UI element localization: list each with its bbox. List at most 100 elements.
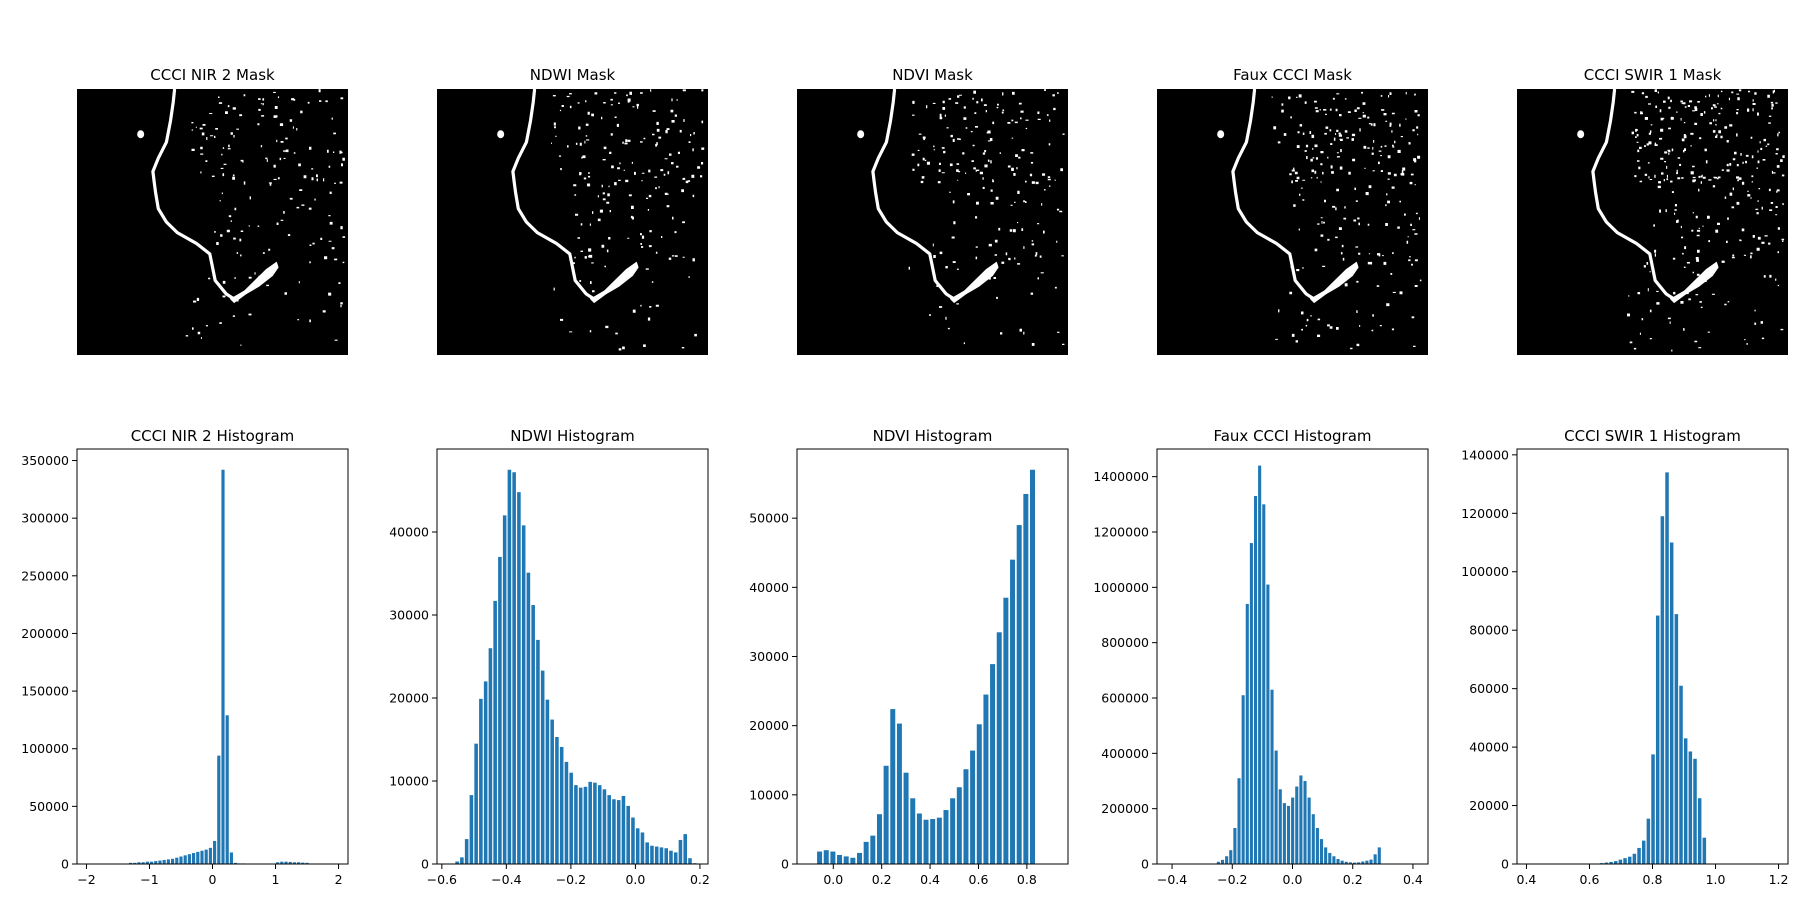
x-tick-label: −0.4 bbox=[491, 872, 521, 887]
histogram-bar bbox=[1683, 738, 1688, 864]
y-tick-label: 0 bbox=[1141, 857, 1149, 872]
histogram-bar bbox=[870, 835, 876, 864]
y-tick-label: 200000 bbox=[1101, 801, 1149, 816]
x-tick-label: 1.2 bbox=[1769, 872, 1789, 887]
x-tick-label: −1 bbox=[140, 872, 158, 887]
histogram-bar bbox=[150, 861, 154, 864]
lake-shape bbox=[1669, 261, 1719, 304]
histogram-bar bbox=[488, 648, 493, 864]
histogram-bar bbox=[1377, 847, 1381, 864]
histogram-bar bbox=[141, 862, 145, 864]
histogram-bar bbox=[158, 860, 162, 864]
histogram-bar bbox=[517, 492, 521, 864]
y-tick-label: 140000 bbox=[1461, 447, 1509, 462]
histogram-bar bbox=[1637, 847, 1641, 864]
histogram-bar bbox=[521, 525, 526, 864]
histogram-bar bbox=[204, 849, 208, 864]
x-tick-label: −0.6 bbox=[427, 872, 457, 887]
x-tick-label: 2 bbox=[335, 872, 343, 887]
y-tick-label: 150000 bbox=[21, 684, 69, 699]
histogram-bar bbox=[883, 765, 889, 864]
histogram-bar bbox=[1340, 860, 1344, 864]
histogram-bar bbox=[1311, 814, 1315, 864]
histogram-bar bbox=[154, 861, 158, 864]
histogram-bar bbox=[1669, 542, 1674, 864]
histogram-bar bbox=[550, 719, 554, 864]
histogram-bar bbox=[890, 709, 896, 864]
histogram-bar bbox=[1348, 862, 1352, 864]
histogram-bar bbox=[1660, 516, 1665, 864]
histogram-bar bbox=[1274, 750, 1278, 864]
histogram-panel-1: CCCI NIR 2 Histogram −2 −1 0 1 2 0 50000 100000… bbox=[21, 427, 349, 887]
histogram-bar bbox=[234, 862, 238, 864]
histogram-bar bbox=[963, 769, 969, 864]
histogram-bar bbox=[145, 861, 149, 864]
island-blob bbox=[1577, 130, 1585, 139]
histogram-bar bbox=[555, 737, 559, 864]
x-tick-label: −0.2 bbox=[1217, 872, 1247, 887]
mask-panel-1: CCCI NIR 2 Mask bbox=[77, 66, 348, 355]
histogram-title: Faux CCCI Histogram bbox=[1213, 427, 1371, 445]
island-blob bbox=[857, 130, 865, 139]
histogram-bar bbox=[137, 862, 141, 864]
histogram-bar bbox=[1651, 754, 1655, 864]
histogram-bar bbox=[1352, 862, 1357, 864]
y-tick-label: 40000 bbox=[1469, 740, 1509, 755]
y-tick-label: 20000 bbox=[389, 691, 429, 706]
histogram-bar bbox=[183, 855, 187, 864]
histogram-bar bbox=[688, 858, 692, 864]
histogram-bar bbox=[1319, 839, 1324, 864]
histogram-row: CCCI NIR 2 Histogram −2 −1 0 1 2050000100000… bbox=[21, 427, 1789, 887]
plot-frame bbox=[76, 448, 349, 865]
histogram-bar bbox=[305, 862, 309, 864]
histogram-bar bbox=[1315, 828, 1319, 864]
x-tick-label: 0.6 bbox=[969, 872, 989, 887]
histogram-panel-4: Faux CCCI Histogram −0.4 −0.2 0.0 0.2 0.4 0 20… bbox=[1093, 427, 1429, 887]
histogram-bar bbox=[976, 724, 982, 864]
histogram-panel-3: NDVI Histogram 0.0 0.2 0.4 0.6 0.8 0 10000 2000… bbox=[749, 427, 1069, 887]
histogram-bar bbox=[597, 785, 602, 864]
histogram-bar bbox=[645, 842, 649, 864]
histogram-bar bbox=[1286, 805, 1291, 864]
histogram-bar bbox=[1253, 496, 1258, 864]
mask-panel-5: CCCI SWIR 1 Mask bbox=[1517, 66, 1788, 355]
histogram-bar bbox=[1332, 856, 1336, 864]
mask-image bbox=[1157, 89, 1428, 355]
y-tick-label: 50000 bbox=[29, 799, 69, 814]
histogram-bar bbox=[1262, 504, 1266, 864]
histogram-bar bbox=[1655, 615, 1660, 864]
histogram-bar bbox=[1373, 854, 1377, 864]
histogram-bar bbox=[288, 861, 292, 864]
histogram-bar bbox=[876, 814, 882, 864]
histogram-bar bbox=[1665, 472, 1669, 864]
histogram-bar bbox=[498, 556, 502, 864]
y-tick-label: 30000 bbox=[749, 649, 789, 664]
histogram-bar bbox=[930, 819, 936, 864]
mask-image bbox=[797, 89, 1068, 355]
histogram-bar bbox=[569, 772, 573, 864]
histogram-bar bbox=[1609, 861, 1613, 864]
histogram-bar bbox=[1237, 778, 1241, 864]
histogram-bar bbox=[936, 817, 942, 864]
histogram-bar bbox=[1233, 828, 1237, 864]
histogram-bar bbox=[545, 699, 550, 864]
histogram-bar bbox=[493, 600, 497, 864]
histogram-bar bbox=[229, 852, 233, 864]
histogram-bar bbox=[297, 862, 301, 864]
histogram-bar bbox=[631, 817, 635, 864]
histogram-bar bbox=[654, 846, 659, 864]
histogram-title: NDVI Histogram bbox=[873, 427, 993, 445]
histogram-bar bbox=[659, 847, 664, 864]
histogram-bar bbox=[1023, 493, 1029, 864]
histogram-bar bbox=[683, 834, 687, 864]
histogram-bar bbox=[1216, 861, 1220, 864]
histogram-bar bbox=[1307, 797, 1311, 864]
histogram-bar bbox=[823, 850, 829, 864]
x-tick-label: 0.4 bbox=[1517, 872, 1537, 887]
histogram-bar bbox=[128, 862, 133, 864]
histogram-bar bbox=[1613, 861, 1618, 864]
x-tick-label: 0.2 bbox=[872, 872, 892, 887]
histogram-bar bbox=[1369, 859, 1373, 864]
histogram-bar bbox=[1328, 852, 1332, 864]
